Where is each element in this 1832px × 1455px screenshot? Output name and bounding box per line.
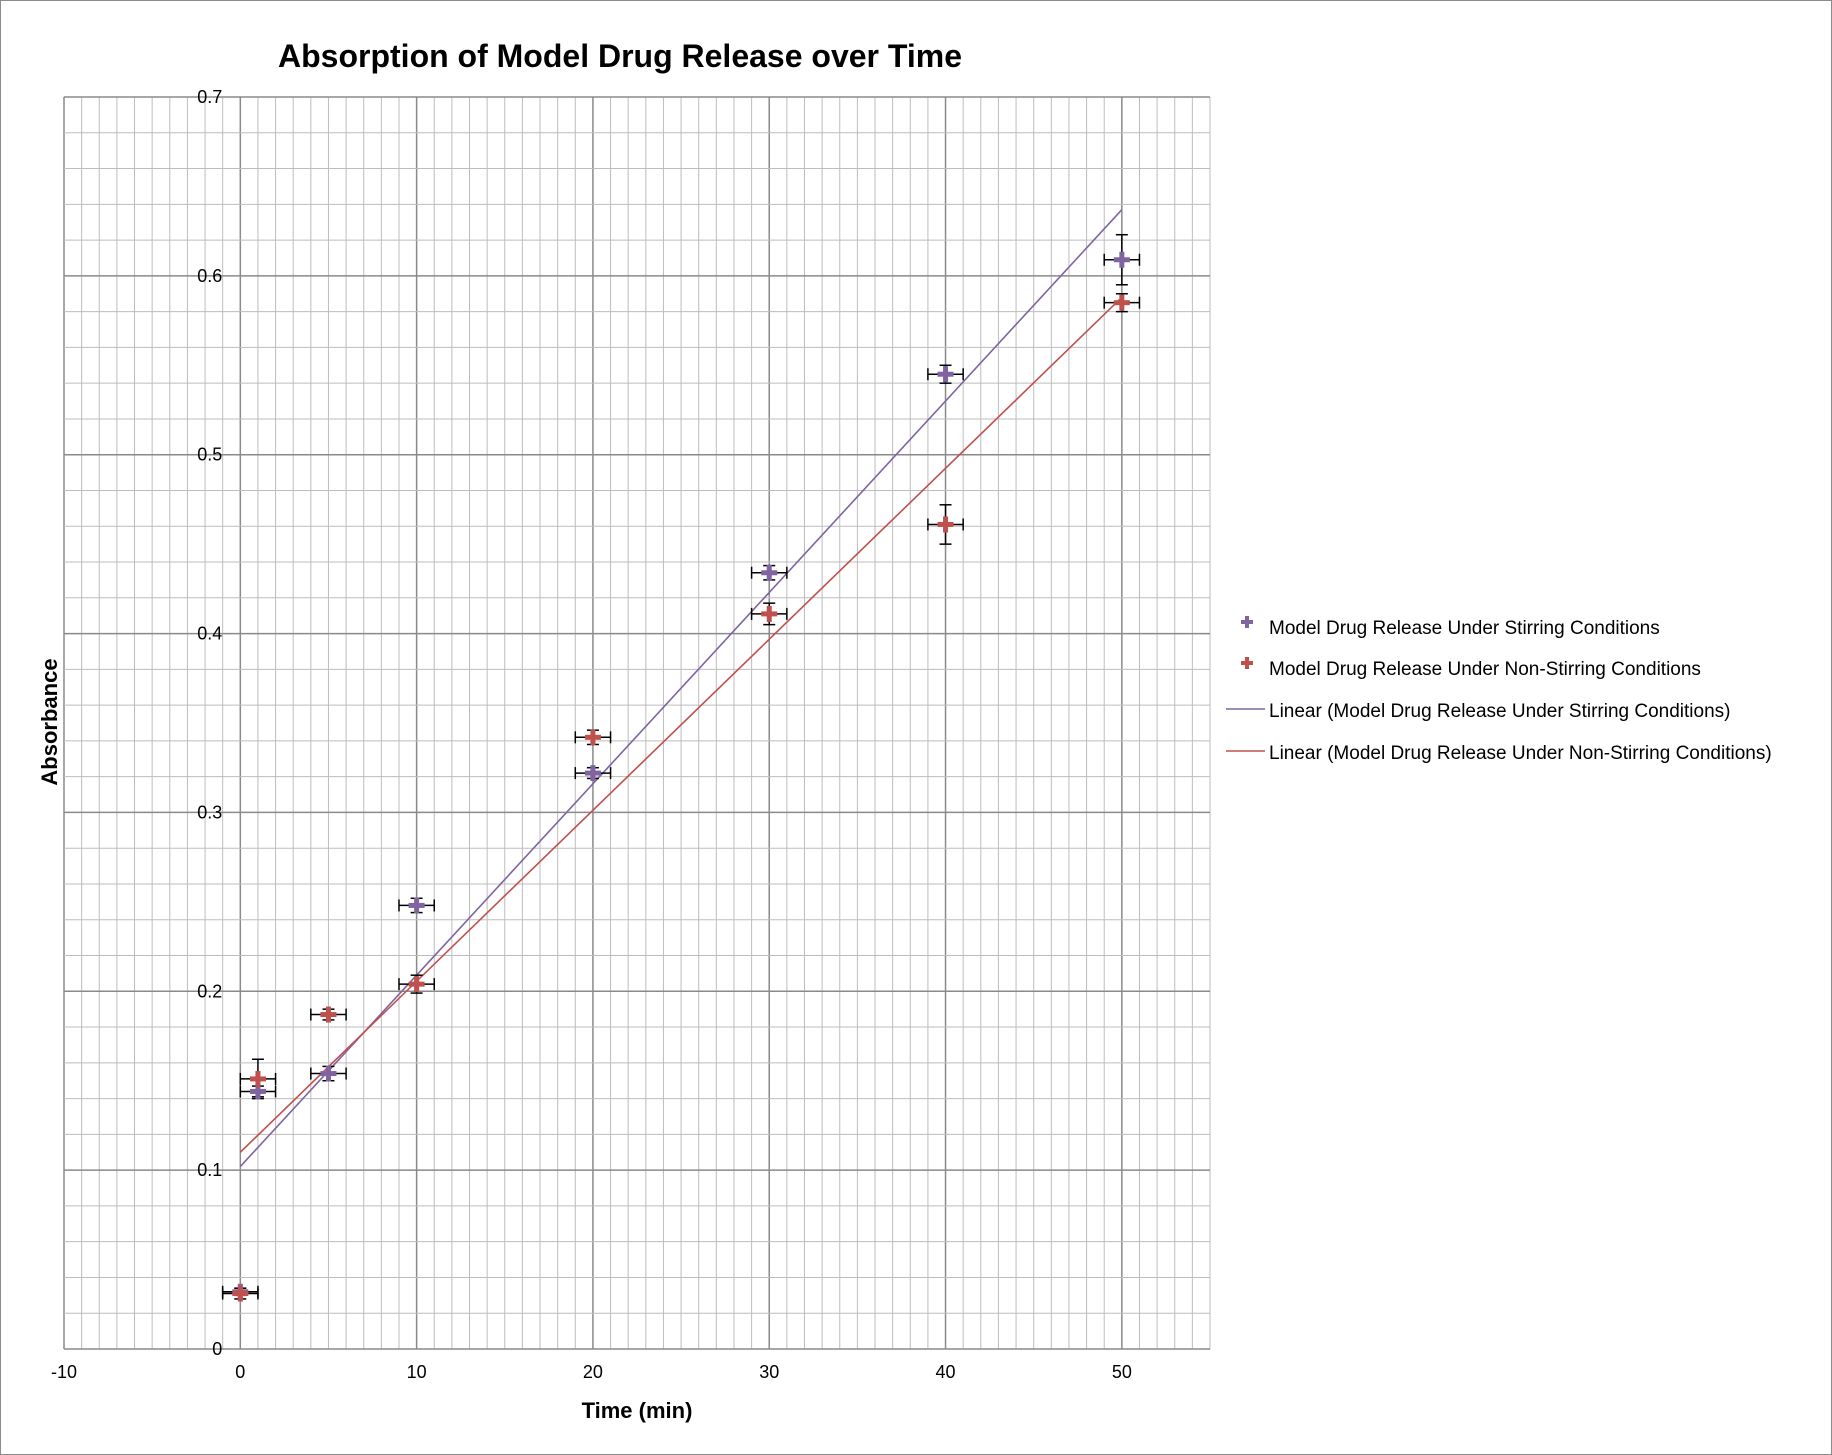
- legend-item-linear-stirring: Linear (Model Drug Release Under Stirrin…: [1226, 701, 1731, 722]
- marker-bar-v: [943, 366, 949, 383]
- legend-label-stirring: Model Drug Release Under Stirring Condit…: [1269, 618, 1660, 639]
- legend-item-non-stirring: Model Drug Release Under Non-Stirring Co…: [1241, 657, 1701, 680]
- marker-bar-v: [590, 729, 596, 746]
- legend-label-non-stirring: Model Drug Release Under Non-Stirring Co…: [1269, 659, 1701, 680]
- marker-bar-v: [255, 1083, 261, 1100]
- x-tick-label: 20: [583, 1362, 603, 1382]
- marker-bar-v: [1119, 294, 1125, 311]
- marker-bar-v: [414, 976, 420, 993]
- legend-item-linear-non-stirring: Linear (Model Drug Release Under Non-Sti…: [1226, 743, 1772, 764]
- trendlines: [239, 209, 1123, 1168]
- x-tick-label: -10: [51, 1362, 77, 1382]
- marker-bar-v: [1119, 251, 1125, 268]
- legend-marker-stirring: [1241, 616, 1253, 628]
- y-axis-title: Absorbance: [37, 658, 62, 785]
- data-point-non-stirring: [937, 516, 954, 533]
- data-point-stirring: [584, 765, 601, 782]
- tick-labels: -10 0 10 20 30 40 50 0 0.1 0.2 0.3 0.4 0.5 0.6 0.7: [51, 87, 1132, 1382]
- x-tick-label: 0: [235, 1362, 245, 1382]
- grid: [63, 96, 1211, 1350]
- marker-bar-v: [943, 516, 949, 533]
- data-point-stirring: [937, 366, 954, 383]
- x-tick-label: 40: [936, 1362, 956, 1382]
- data-point-stirring: [1113, 251, 1130, 268]
- x-axis-title: Time (min): [582, 1398, 693, 1423]
- y-tick-label: 0.5: [197, 445, 222, 465]
- data-point-stirring: [320, 1065, 337, 1082]
- chart-title: Absorption of Model Drug Release over Ti…: [278, 38, 962, 74]
- data-point-non-stirring: [1113, 294, 1130, 311]
- data-point-non-stirring: [320, 1006, 337, 1023]
- marker-bar-v: [325, 1006, 331, 1023]
- trendline-non-stirring: [239, 296, 1123, 1153]
- legend-item-stirring: Model Drug Release Under Stirring Condit…: [1241, 616, 1660, 639]
- x-tick-label: 10: [407, 1362, 427, 1382]
- data-points: [232, 251, 1130, 1302]
- data-point-non-stirring: [584, 729, 601, 746]
- legend-label-linear-stirring: Linear (Model Drug Release Under Stirrin…: [1269, 701, 1731, 722]
- y-tick-label: 0.7: [197, 87, 222, 107]
- marker-bar-v: [590, 765, 596, 782]
- y-tick-label: 0.3: [197, 802, 222, 822]
- marker-bar-v: [766, 605, 772, 622]
- data-point-stirring: [761, 564, 778, 581]
- data-point-stirring: [249, 1083, 266, 1100]
- data-point-non-stirring: [249, 1070, 266, 1087]
- marker-bar-v: [255, 1070, 261, 1087]
- legend-marker-non-stirring: [1241, 657, 1253, 669]
- legend: Model Drug Release Under Stirring Condit…: [1226, 616, 1772, 764]
- data-point-stirring: [408, 897, 425, 914]
- y-tick-label: 0.1: [197, 1160, 222, 1180]
- x-tick-label: 30: [759, 1362, 779, 1382]
- data-point-non-stirring: [232, 1285, 249, 1302]
- y-tick-label: 0.4: [197, 624, 222, 644]
- data-point-non-stirring: [408, 976, 425, 993]
- data-point-non-stirring: [761, 605, 778, 622]
- y-tick-label: 0.2: [197, 981, 222, 1001]
- trendline-stirring: [239, 209, 1123, 1168]
- y-tick-label: 0.6: [197, 266, 222, 286]
- legend-label-linear-non-stirring: Linear (Model Drug Release Under Non-Sti…: [1269, 743, 1772, 764]
- x-tick-label: 50: [1112, 1362, 1132, 1382]
- marker-bar-v: [237, 1285, 243, 1302]
- marker-bar-v: [414, 897, 420, 914]
- marker-bar-v: [325, 1065, 331, 1082]
- marker-bar-v: [766, 564, 772, 581]
- y-tick-label: 0: [212, 1339, 222, 1359]
